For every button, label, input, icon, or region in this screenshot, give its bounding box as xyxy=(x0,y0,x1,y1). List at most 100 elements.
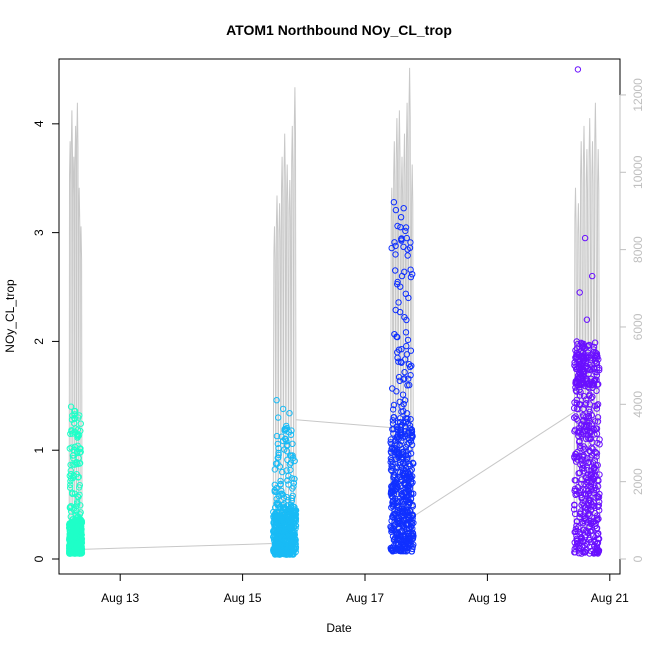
data-point xyxy=(576,379,583,386)
data-point xyxy=(575,432,582,440)
data-point xyxy=(74,515,81,522)
data-point xyxy=(596,436,603,443)
data-point xyxy=(401,375,408,382)
data-point xyxy=(76,550,84,557)
x-axis: Aug 13 Aug 15 Aug 17 Aug 19 Aug 21 xyxy=(101,573,629,605)
data-point xyxy=(593,360,600,367)
data-point xyxy=(405,375,412,382)
data-point xyxy=(580,405,587,413)
data-point xyxy=(398,237,405,244)
y2-tick-label: 6000 xyxy=(631,313,645,340)
data-point xyxy=(392,251,399,258)
data-point xyxy=(387,448,395,455)
data-point xyxy=(285,536,292,544)
data-point xyxy=(405,361,413,368)
data-point xyxy=(572,426,579,433)
data-point xyxy=(573,351,580,358)
data-point xyxy=(586,512,593,519)
data-point xyxy=(588,471,595,479)
data-point xyxy=(402,227,409,235)
data-point xyxy=(283,494,290,501)
data-point xyxy=(591,510,599,517)
data-point xyxy=(594,516,601,524)
data-point xyxy=(286,410,293,417)
data-point xyxy=(390,511,397,518)
data-point xyxy=(279,437,287,445)
series-points-1 xyxy=(66,403,86,557)
data-point xyxy=(289,440,296,447)
data-point xyxy=(571,414,578,421)
data-point xyxy=(75,431,83,439)
data-point xyxy=(78,546,85,553)
data-point xyxy=(576,392,584,399)
data-point xyxy=(394,519,401,526)
data-point xyxy=(283,526,290,533)
data-point xyxy=(403,489,410,496)
data-point xyxy=(392,267,399,274)
data-point xyxy=(281,435,289,443)
data-point xyxy=(392,528,399,535)
data-point xyxy=(395,299,402,306)
data-point xyxy=(406,541,413,548)
data-point xyxy=(403,472,411,479)
data-point xyxy=(291,546,298,553)
data-point xyxy=(394,222,401,230)
data-point xyxy=(578,518,586,525)
data-point xyxy=(589,532,597,539)
data-point xyxy=(390,199,398,206)
data-point xyxy=(409,433,416,440)
data-point xyxy=(588,520,595,528)
data-point xyxy=(592,376,599,383)
data-point xyxy=(390,406,397,413)
data-point xyxy=(576,510,584,518)
data-point xyxy=(406,381,413,389)
data-point xyxy=(572,378,580,386)
data-point xyxy=(571,405,578,412)
altitude-line xyxy=(573,102,601,543)
data-point xyxy=(576,400,583,408)
data-point xyxy=(395,452,402,459)
data-point xyxy=(77,509,84,516)
data-point xyxy=(405,525,412,532)
data-point xyxy=(283,505,290,513)
data-point xyxy=(586,366,593,374)
data-point xyxy=(398,499,406,506)
data-point xyxy=(400,538,407,546)
data-point xyxy=(67,481,74,488)
y2-axis: 0 2000 4000 6000 8000 10000 12000 xyxy=(619,78,645,562)
data-point xyxy=(66,531,73,538)
data-point xyxy=(75,542,82,549)
data-point xyxy=(399,451,407,458)
data-point xyxy=(590,346,597,353)
data-point xyxy=(398,403,405,410)
y2-tick-label: 8000 xyxy=(631,236,645,263)
data-point xyxy=(577,442,584,449)
data-point xyxy=(572,347,579,354)
data-point xyxy=(397,283,404,290)
data-point xyxy=(584,506,591,513)
data-point xyxy=(589,379,597,386)
altitude-connector xyxy=(296,419,391,429)
data-point xyxy=(580,452,587,459)
data-point xyxy=(270,527,277,534)
data-point xyxy=(404,336,412,344)
data-point xyxy=(67,548,74,556)
data-point xyxy=(580,465,587,472)
y-tick-label: 1 xyxy=(32,447,46,454)
data-point xyxy=(580,393,588,400)
data-point xyxy=(581,548,588,555)
data-point xyxy=(287,431,295,438)
y2-tick-label: 0 xyxy=(631,555,645,562)
data-point xyxy=(405,294,412,302)
data-point xyxy=(71,507,78,514)
data-point xyxy=(278,539,285,546)
data-point xyxy=(582,359,589,366)
data-point xyxy=(388,484,396,491)
data-point xyxy=(286,461,294,468)
data-point xyxy=(583,491,590,498)
data-point xyxy=(290,480,298,487)
data-point xyxy=(289,532,296,539)
altitude-line xyxy=(68,102,83,552)
data-point xyxy=(574,518,581,525)
data-point xyxy=(280,545,287,553)
